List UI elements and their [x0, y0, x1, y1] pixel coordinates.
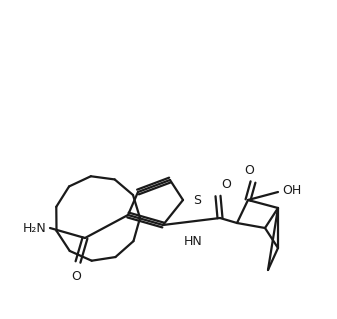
Text: O: O	[221, 178, 231, 191]
Text: O: O	[244, 164, 254, 177]
Text: HN: HN	[184, 235, 203, 248]
Text: OH: OH	[282, 183, 301, 197]
Text: O: O	[71, 270, 81, 283]
Text: H₂N: H₂N	[22, 221, 46, 234]
Text: S: S	[193, 194, 201, 206]
